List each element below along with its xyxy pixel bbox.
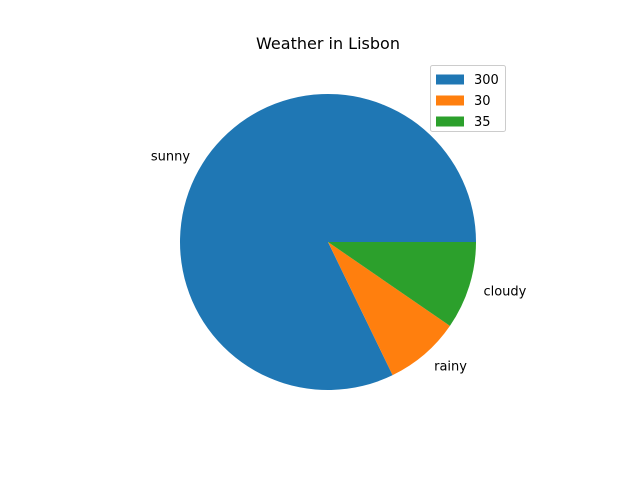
legend-swatch (436, 74, 464, 85)
legend-swatch (436, 95, 464, 106)
legend-entries: 300 30 35 (436, 73, 499, 130)
pie-slice-rainy (328, 242, 450, 376)
legend-label: 30 (474, 94, 491, 109)
pie-slice-cloudy (328, 242, 476, 326)
legend: 300 30 35 (430, 65, 506, 132)
pie-label-cloudy: cloudy (483, 284, 526, 299)
legend-label: 35 (474, 115, 491, 130)
pie-label-rainy: rainy (434, 359, 467, 374)
legend-label: 300 (474, 73, 499, 88)
pie-slice-sunny (180, 93, 477, 390)
pie-slice-labels: sunny rainy cloudy (151, 150, 527, 375)
pie-slices (180, 93, 477, 390)
pie-label-sunny: sunny (151, 150, 190, 165)
legend-swatch (436, 116, 464, 127)
chart-title: Weather in Lisbon (256, 34, 400, 53)
